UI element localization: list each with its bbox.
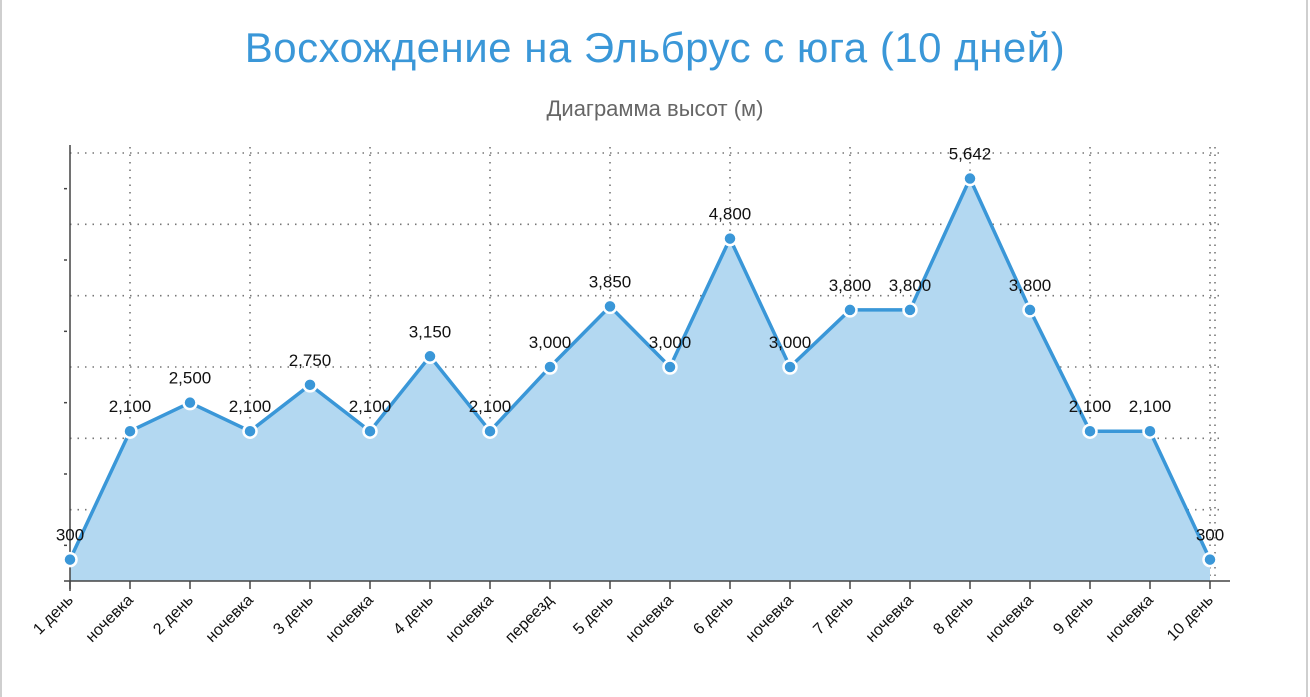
x-tick-label: ночевка — [443, 592, 497, 646]
data-label: 3,000 — [769, 333, 812, 352]
x-tick-label: 3 день — [270, 592, 316, 638]
axis-layer — [64, 145, 1230, 591]
x-tick-label: 8 день — [930, 592, 976, 638]
data-point — [662, 359, 678, 375]
x-tick-label: ночевка — [323, 592, 377, 646]
elevation-area — [70, 178, 1210, 581]
data-point — [422, 348, 438, 365]
chart-subtitle: Диаграмма высот (м) — [546, 96, 764, 121]
data-point — [542, 359, 558, 375]
data-point — [782, 359, 798, 375]
x-tick-label: ночевка — [83, 592, 137, 646]
data-label: 5,642 — [949, 145, 992, 164]
data-point — [1142, 423, 1158, 439]
x-tick-label: ночевка — [863, 592, 917, 646]
data-point — [902, 302, 918, 318]
label-layer: 300 2,100 2,500 2,100 2,750 2,100 3,150 2,100 3,… — [56, 145, 1224, 545]
x-tick-label: 1 день — [30, 592, 76, 638]
x-tick-label: 2 день — [150, 592, 196, 638]
elevation-line — [68, 176, 1212, 561]
x-tick-label: 9 день — [1050, 592, 1096, 638]
data-point — [362, 423, 378, 439]
point-layer — [62, 170, 1218, 568]
frame-left-border — [0, 0, 2, 697]
chart-title: Восхождение на Эльбрус с юга (10 дней) — [244, 24, 1066, 71]
data-label: 2,100 — [109, 397, 152, 416]
data-label: 4,800 — [709, 205, 752, 224]
x-tick-label: ночевка — [1103, 592, 1157, 646]
data-point — [62, 551, 78, 568]
data-label: 2,100 — [1129, 397, 1172, 416]
data-label: 300 — [56, 526, 84, 545]
xlabel-layer: 1 день ночевка 2 день ночевка 3 день ночевка 4… — [30, 591, 1216, 646]
data-point — [722, 230, 738, 247]
x-tick-label: 5 день — [570, 592, 616, 638]
data-label: 3,850 — [589, 272, 632, 291]
x-tick-label: 7 день — [810, 592, 856, 638]
x-tick-label: ночевка — [623, 592, 677, 646]
data-point — [122, 423, 138, 439]
data-label: 3,800 — [889, 276, 932, 295]
data-label: 2,500 — [169, 369, 212, 388]
data-label: 3,800 — [1009, 276, 1052, 295]
x-tick-label: 4 день — [390, 592, 436, 638]
data-point — [962, 170, 978, 187]
data-label: 3,150 — [409, 322, 452, 341]
data-label: 2,750 — [289, 351, 332, 370]
data-label: 3,800 — [829, 276, 872, 295]
x-tick-label: 10 день — [1164, 592, 1217, 645]
data-point — [482, 423, 498, 439]
x-tick-label: 6 день — [690, 592, 736, 638]
data-point — [302, 377, 318, 393]
data-label: 300 — [1196, 526, 1224, 545]
data-point — [602, 298, 618, 315]
data-label: 2,100 — [349, 397, 392, 416]
data-label: 2,100 — [469, 397, 512, 416]
data-label: 3,000 — [649, 333, 692, 352]
data-label: 2,100 — [1069, 397, 1112, 416]
area-layer — [68, 176, 1212, 581]
grid-layer — [64, 147, 1220, 581]
data-point — [842, 302, 858, 318]
data-label: 2,100 — [229, 397, 272, 416]
data-point — [182, 394, 198, 411]
x-tick-label: ночевка — [983, 592, 1037, 646]
data-point — [1202, 551, 1218, 568]
data-point — [242, 423, 258, 439]
x-tick-label: переезд — [502, 591, 557, 646]
data-point — [1022, 302, 1038, 318]
data-label: 3,000 — [529, 333, 572, 352]
frame-right-border — [1306, 0, 1308, 697]
x-tick-label: ночевка — [743, 592, 797, 646]
x-tick-label: ночевка — [203, 592, 257, 646]
data-point — [1082, 423, 1098, 439]
